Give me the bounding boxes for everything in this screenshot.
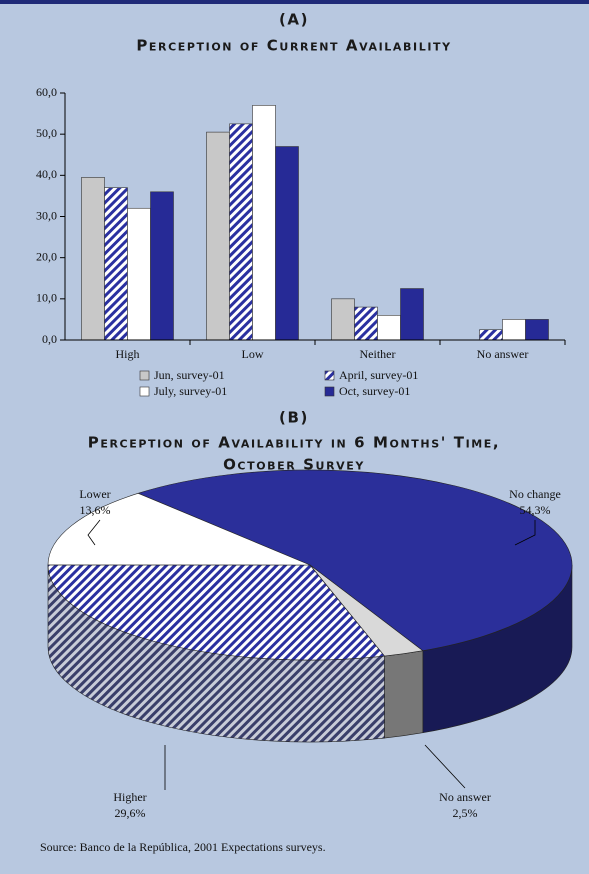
bar — [525, 319, 549, 341]
y-tick-label: 40,0 — [36, 167, 57, 181]
bar — [400, 288, 424, 341]
source-note: Source: Banco de la República, 2001 Expe… — [40, 840, 326, 854]
slice — [137, 469, 573, 652]
legend-swatch — [324, 370, 335, 381]
leader-line — [514, 520, 536, 546]
y-tick-label: 0,0 — [42, 332, 57, 346]
legend-label: April, survey-01 — [339, 368, 418, 382]
bar — [479, 329, 503, 341]
y-tick-label: 50,0 — [36, 126, 57, 140]
bar — [331, 298, 355, 341]
bar — [275, 146, 299, 341]
legend-swatch — [139, 386, 150, 397]
slice-value-label: 54,3% — [520, 503, 551, 517]
legend-label: July, survey-01 — [154, 384, 227, 398]
leader-line — [87, 519, 101, 546]
legend-swatch — [324, 386, 335, 397]
slice — [47, 492, 311, 566]
bar — [127, 207, 151, 341]
chart-title: Perception of Availability in 6 Months' … — [88, 434, 500, 452]
slice-label: No answer — [439, 790, 491, 804]
bar — [502, 319, 526, 341]
bar — [104, 187, 128, 341]
x-tick-label: High — [116, 347, 140, 361]
y-tick-label: 60,0 — [36, 85, 57, 99]
slice-label: No change — [509, 487, 561, 501]
legend-swatch — [139, 370, 150, 381]
slice-label: Lower — [79, 487, 110, 501]
bar — [150, 191, 174, 341]
slice-label: Higher — [113, 790, 146, 804]
x-tick-label: Low — [242, 347, 264, 361]
legend-label: Jun, survey-01 — [154, 368, 225, 382]
y-tick-label: 10,0 — [36, 291, 57, 305]
bar — [377, 314, 401, 341]
slice-value-label: 29,6% — [115, 806, 146, 820]
chart-title: October Survey — [223, 456, 365, 474]
panel-label: (A) — [279, 11, 309, 29]
bar — [206, 131, 230, 341]
top-bar — [0, 0, 589, 4]
bar — [229, 123, 253, 341]
x-tick-label: Neither — [360, 347, 396, 361]
slice-side — [384, 650, 424, 739]
y-tick-label: 30,0 — [36, 208, 57, 222]
leader-line — [424, 744, 466, 789]
bar — [81, 177, 105, 341]
slice — [47, 564, 386, 661]
slice-value-label: 13,6% — [80, 503, 111, 517]
bar — [354, 306, 378, 341]
bar — [252, 105, 276, 341]
slice-value-label: 2,5% — [453, 806, 478, 820]
panel-label: (B) — [279, 409, 309, 427]
y-tick-label: 20,0 — [36, 249, 57, 263]
x-tick-label: No answer — [477, 347, 529, 361]
chart-title: Perception of Current Availability — [136, 37, 451, 55]
legend-label: Oct, survey-01 — [339, 384, 410, 398]
